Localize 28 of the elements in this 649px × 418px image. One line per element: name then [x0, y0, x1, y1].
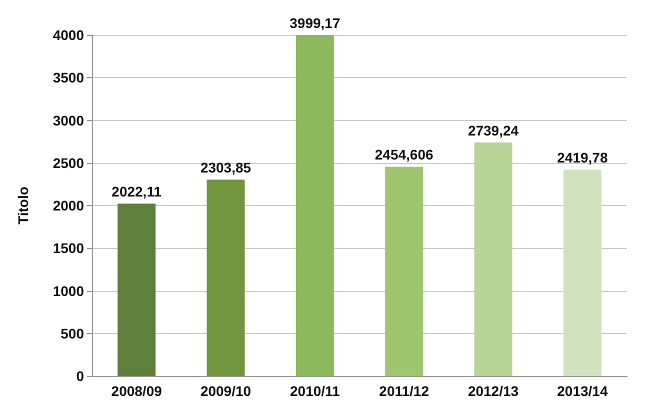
y-tick-label: 4000 — [52, 27, 84, 43]
bar — [296, 35, 334, 376]
bar — [118, 204, 156, 376]
y-tick-label: 3000 — [52, 112, 84, 128]
y-tick-label: 2000 — [52, 198, 84, 214]
x-tick-label: 2012/13 — [468, 383, 519, 399]
y-tick-label: 1000 — [52, 282, 84, 299]
y-axis-title: Titolo — [15, 186, 31, 224]
x-tick-label: 2010/11 — [290, 383, 340, 399]
bar — [206, 180, 245, 376]
bar — [474, 142, 512, 376]
data-label: 2303,85 — [200, 160, 252, 176]
bar — [563, 170, 602, 376]
data-label: 2419,78 — [557, 150, 608, 166]
y-tick-label: 2500 — [52, 154, 84, 171]
y-tick-label: 3500 — [52, 70, 84, 86]
y-tick-label: 0 — [76, 368, 84, 384]
x-tick-label: 2009/10 — [200, 383, 252, 399]
y-tick-label: 500 — [60, 325, 84, 342]
x-tick-label: 2008/09 — [111, 383, 162, 399]
data-label: 2454,606 — [374, 146, 434, 163]
data-label: 3999,17 — [290, 15, 340, 32]
y-tick-label: 1500 — [52, 240, 84, 256]
x-tick-label: 2011/12 — [379, 383, 430, 399]
data-label: 2739,24 — [468, 122, 519, 138]
data-label: 2022,11 — [112, 184, 162, 200]
x-tick-label: 2013/14 — [557, 383, 608, 399]
bar — [385, 166, 424, 376]
